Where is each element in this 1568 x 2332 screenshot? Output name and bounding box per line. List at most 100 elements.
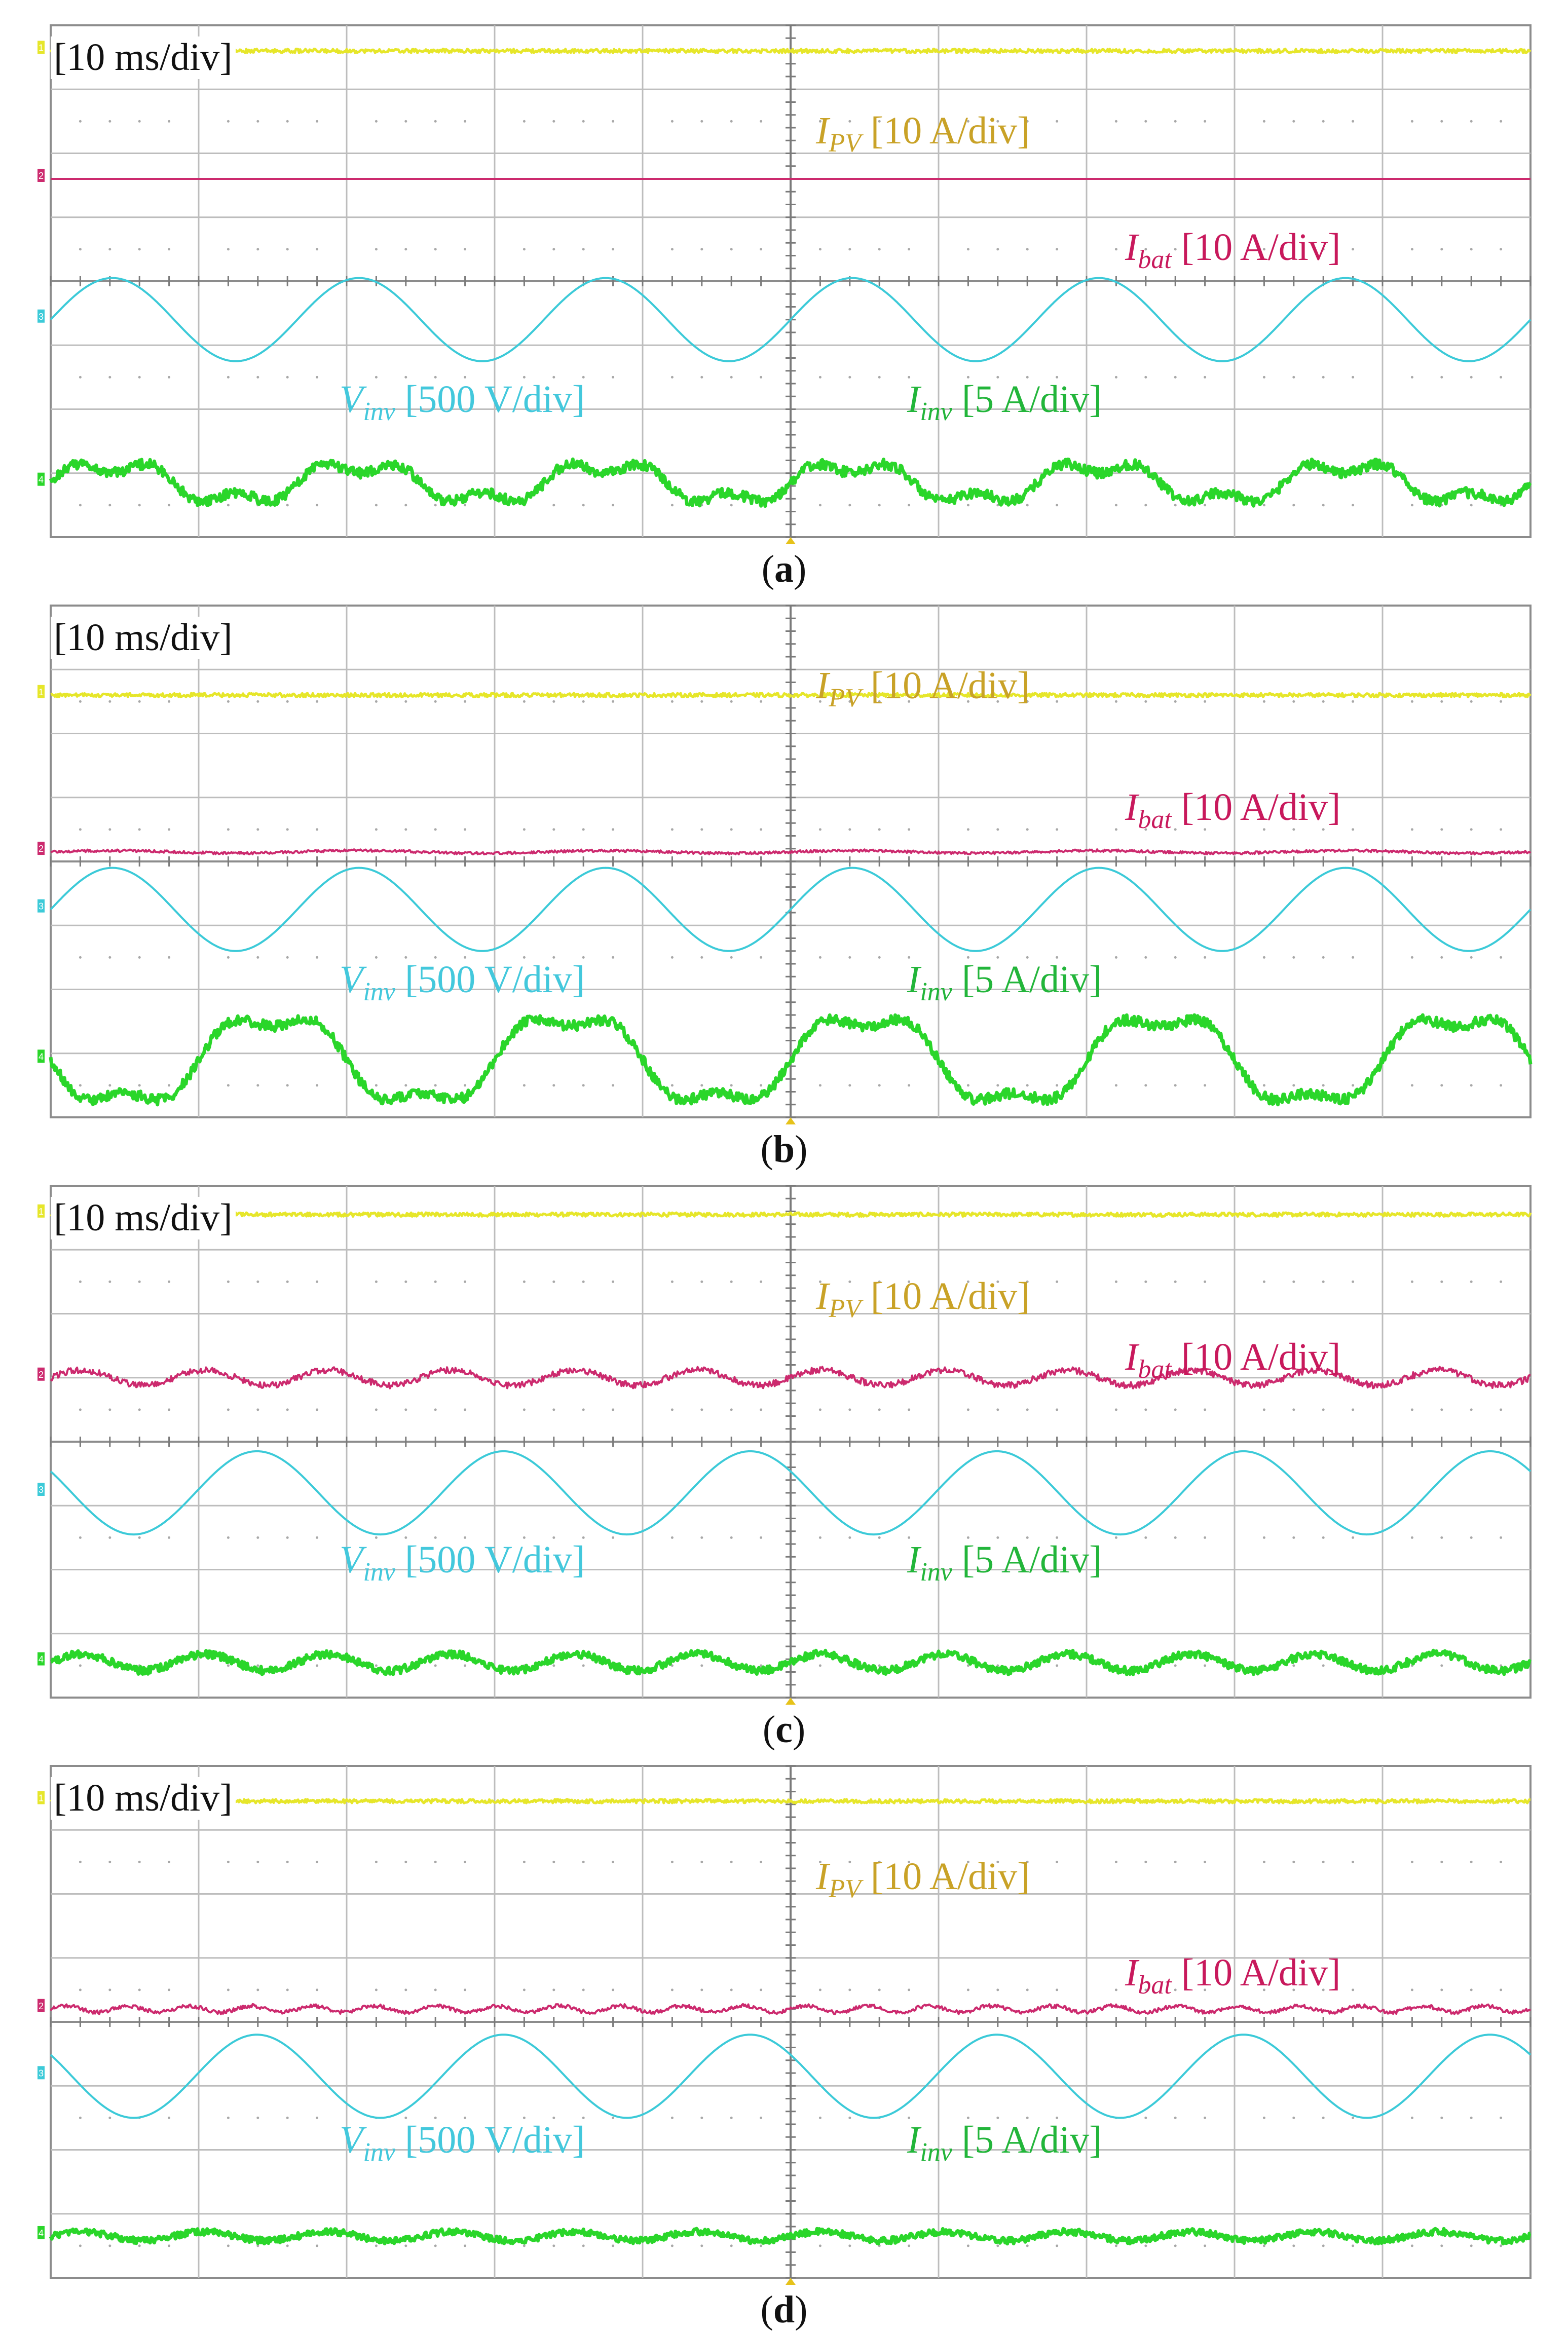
grid-dot — [108, 1084, 111, 1087]
grid-dot — [1292, 828, 1295, 831]
grid-dot — [1262, 375, 1265, 379]
grid-dot — [1322, 2244, 1325, 2247]
grid-dot — [168, 1860, 171, 1863]
grid-dot — [612, 2244, 615, 2247]
svg-text:3: 3 — [39, 312, 44, 322]
label-ibat: Ibat [10 A/div] — [1125, 226, 1341, 274]
svg-text:2: 2 — [39, 2001, 44, 2011]
grid-dot — [1026, 1280, 1029, 1283]
grid-dot — [1352, 1084, 1355, 1087]
grid-dot — [670, 248, 674, 251]
grid-dot — [79, 375, 82, 379]
grid-dot — [1144, 2244, 1147, 2247]
grid-dot — [168, 1280, 171, 1283]
grid-dot — [908, 1860, 911, 1863]
grid-dot — [522, 1408, 526, 1411]
grid-dot — [168, 1084, 171, 1087]
grid-dot — [908, 700, 911, 703]
grid-dot — [1470, 1860, 1473, 1863]
grid-dot — [966, 1860, 969, 1863]
grid-dot — [256, 2244, 259, 2247]
grid-dot — [227, 700, 230, 703]
grid-dot — [375, 1988, 378, 1991]
grid-dot — [1144, 120, 1147, 123]
grid-dot — [316, 120, 319, 123]
svg-text:1: 1 — [39, 43, 44, 53]
grid-dot — [1292, 1408, 1295, 1411]
grid-dot — [227, 375, 230, 379]
grid-dot — [256, 1988, 259, 1991]
grid-dot — [375, 700, 378, 703]
grid-dot — [582, 1988, 585, 1991]
grid-dot — [434, 1084, 437, 1087]
grid-dot — [700, 1536, 703, 1539]
grid-dot — [108, 2116, 111, 2119]
grid-dot — [404, 1988, 407, 1991]
grid-dot — [1352, 1988, 1355, 1991]
grid-dot — [848, 828, 851, 831]
grid-dot — [434, 1536, 437, 1539]
grid-dot — [464, 504, 467, 507]
grid-dot — [1204, 1860, 1207, 1863]
grid-dot — [730, 248, 733, 251]
grid-dot — [404, 375, 407, 379]
grid-dot — [256, 1084, 259, 1087]
grid-dot — [375, 1084, 378, 1087]
grid-dot — [908, 1408, 911, 1411]
grid-dot — [1410, 956, 1413, 959]
grid-dot — [434, 700, 437, 703]
grid-dot — [966, 1988, 969, 1991]
grid-dot — [1470, 700, 1473, 703]
grid-dot — [316, 248, 319, 251]
channel-marker-ibat: 2 — [38, 1367, 45, 1381]
grid-dot — [316, 1860, 319, 1863]
grid-dot — [1174, 120, 1177, 123]
grid-dot — [670, 1988, 674, 1991]
grid-dot — [966, 828, 969, 831]
grid-dot — [700, 700, 703, 703]
grid-dot — [996, 120, 999, 123]
grid-dot — [375, 828, 378, 831]
grid-dot — [464, 1664, 467, 1667]
grid-dot — [966, 504, 969, 507]
grid-dot — [818, 1280, 822, 1283]
caption-a: (a) — [761, 548, 807, 590]
grid-dot — [908, 1988, 911, 1991]
grid-dot — [700, 828, 703, 831]
label-ibat: Ibat [10 A/div] — [1125, 1951, 1341, 2000]
grid-dot — [434, 248, 437, 251]
grid-dot — [227, 1280, 230, 1283]
grid-dot — [79, 1280, 82, 1283]
grid-dot — [404, 700, 407, 703]
grid-dot — [1322, 2116, 1325, 2119]
grid-dot — [878, 1536, 881, 1539]
grid-dot — [1410, 1408, 1413, 1411]
grid-dot — [168, 120, 171, 123]
grid-dot — [316, 1280, 319, 1283]
grid-dot — [878, 1084, 881, 1087]
grid-dot — [256, 375, 259, 379]
grid-dot — [760, 956, 763, 959]
grid-dot — [464, 120, 467, 123]
grid-dot — [730, 1860, 733, 1863]
grid-dot — [434, 1988, 437, 1991]
grid-dot — [1470, 1084, 1473, 1087]
grid-dot — [612, 700, 615, 703]
grid-dot — [612, 375, 615, 379]
grid-dot — [670, 375, 674, 379]
grid-dot — [286, 1988, 289, 1991]
grid-dot — [1292, 248, 1295, 251]
grid-dot — [1026, 120, 1029, 123]
grid-dot — [256, 1860, 259, 1863]
grid-dot — [996, 700, 999, 703]
grid-dot — [1440, 248, 1443, 251]
grid-dot — [730, 2244, 733, 2247]
grid-dot — [1440, 956, 1443, 959]
grid-dot — [700, 956, 703, 959]
grid-dot — [1026, 1536, 1029, 1539]
grid-dot — [375, 1408, 378, 1411]
grid-dot — [1262, 956, 1265, 959]
grid-dot — [1204, 504, 1207, 507]
grid-dot — [1174, 504, 1177, 507]
grid-dot — [1500, 1860, 1503, 1863]
